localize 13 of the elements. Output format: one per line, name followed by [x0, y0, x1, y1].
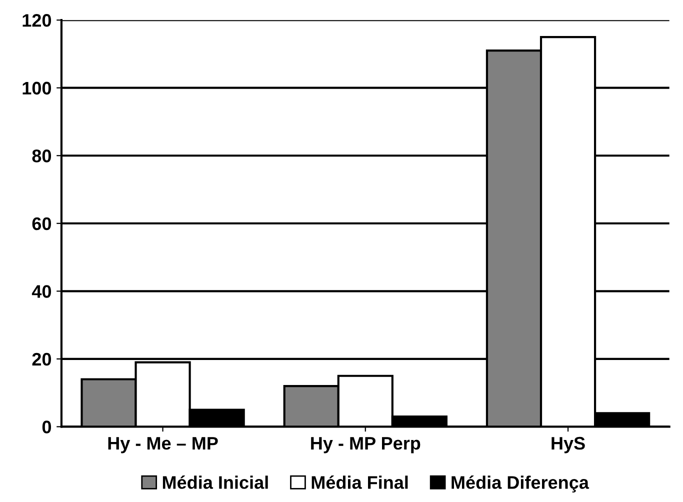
- y-tick-label: 40: [32, 285, 52, 298]
- y-tick-label: 0: [42, 420, 52, 434]
- legend-label: Média Inicial: [162, 475, 268, 489]
- x-tick-label: Hy - Me – MP: [108, 437, 218, 454]
- x-tick-label: HyS: [552, 436, 585, 454]
- y-tick-label: 100: [22, 82, 52, 95]
- y-tick-label: 60: [32, 217, 52, 230]
- legend-label: Média Diferença: [452, 475, 590, 492]
- y-tick-label: 80: [32, 150, 52, 162]
- y-tick-label: 20: [32, 352, 52, 366]
- legend-label: Média Final: [312, 475, 408, 489]
- x-tick-label: Hy - MP Perp: [311, 437, 420, 454]
- y-tick-label: 120: [22, 14, 52, 27]
